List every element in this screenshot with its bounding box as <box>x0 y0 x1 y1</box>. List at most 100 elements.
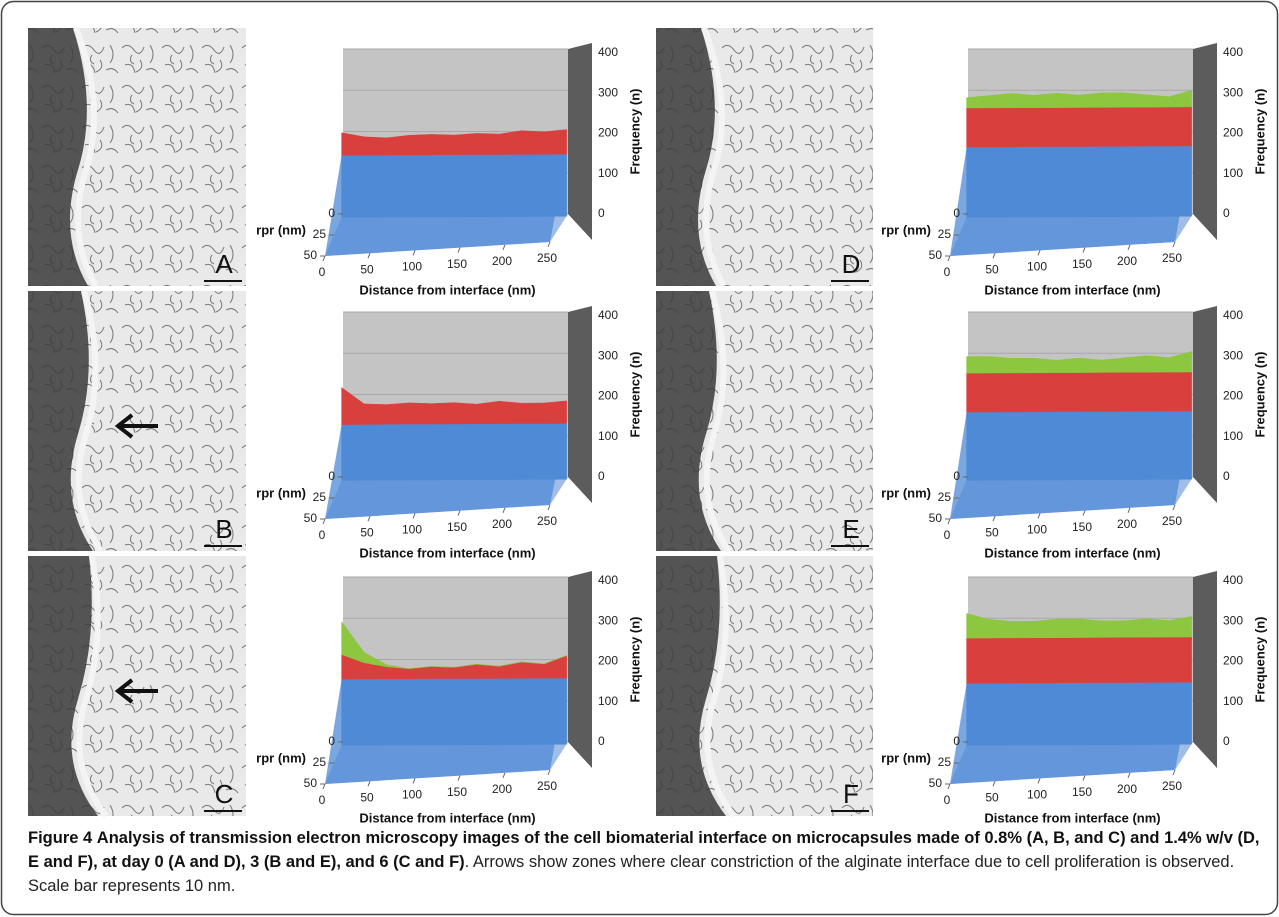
x-tick-label: 250 <box>1162 514 1182 528</box>
x-tick <box>322 255 326 262</box>
panel-letter: D <box>842 249 861 279</box>
y-tick-label: 100 <box>1223 429 1243 443</box>
y-tick-label: 200 <box>1223 654 1243 668</box>
interface <box>701 26 727 288</box>
x-tick <box>367 253 371 259</box>
z-axis-title: rpr (nm) <box>256 485 306 500</box>
z-axis-title: rpr (nm) <box>881 485 931 500</box>
x-tick <box>1172 769 1176 776</box>
y-tick-label: 300 <box>1223 613 1243 627</box>
x-tick-label: 50 <box>360 525 374 539</box>
y-tick-label: 300 <box>598 348 618 362</box>
caption: Figure 4 Analysis of transmission electr… <box>28 826 1260 898</box>
x-tick-label: 50 <box>985 790 999 804</box>
x-tick-label: 50 <box>360 262 374 276</box>
y-tick-label: 200 <box>1223 389 1243 403</box>
interface <box>703 290 732 553</box>
x-tick-label: 250 <box>537 251 557 265</box>
surface-layer <box>966 90 1192 109</box>
x-tick-label: 0 <box>319 265 326 279</box>
z-axis-title: rpr (nm) <box>256 750 306 765</box>
interface <box>73 26 99 288</box>
x-tick-label: 100 <box>1027 260 1047 274</box>
z-tick-label: 25 <box>938 755 952 769</box>
x-tick-label: 200 <box>1117 782 1137 796</box>
panel-letter: C <box>215 779 234 809</box>
x-tick <box>947 518 951 525</box>
y-tick-label: 0 <box>1223 734 1230 748</box>
x-tick <box>502 507 506 513</box>
x-tick <box>457 247 461 253</box>
y-tick-label: 300 <box>598 85 618 99</box>
x-tick-label: 50 <box>985 262 999 276</box>
y-tick-label: 400 <box>598 45 618 59</box>
x-tick <box>547 769 551 776</box>
side-wall <box>1193 43 1217 240</box>
z-axis-title: rpr (nm) <box>881 222 931 237</box>
x-tick <box>1127 244 1131 250</box>
x-tick-label: 200 <box>492 517 512 531</box>
front-slope <box>950 411 1192 519</box>
panel-letter: E <box>842 514 859 544</box>
y-axis-title: Frequency (n) <box>1252 89 1267 175</box>
surface-layer <box>966 351 1192 374</box>
interface <box>76 555 109 818</box>
z-tick-label: 25 <box>938 490 952 504</box>
cell-region <box>656 291 721 551</box>
z-axis-title: rpr (nm) <box>256 222 306 237</box>
x-tick <box>547 241 551 248</box>
x-tick <box>412 250 416 256</box>
y-tick-label: 200 <box>598 389 618 403</box>
x-tick-label: 150 <box>1072 257 1092 271</box>
y-tick-label: 300 <box>1223 348 1243 362</box>
surface-layer <box>966 613 1192 639</box>
x-axis-title: Distance from interface (nm) <box>984 545 1160 560</box>
front-slope <box>950 682 1192 784</box>
y-tick-label: 100 <box>598 429 618 443</box>
x-tick <box>1127 507 1131 513</box>
caption-label: Figure 4 <box>28 829 93 847</box>
y-tick-label: 100 <box>1223 694 1243 708</box>
x-tick-label: 250 <box>1162 251 1182 265</box>
x-tick-label: 200 <box>492 254 512 268</box>
y-tick-label: 0 <box>1223 206 1230 220</box>
surface-layer <box>966 636 1192 684</box>
x-tick-label: 150 <box>1072 785 1092 799</box>
x-tick <box>322 518 326 525</box>
arrow <box>114 678 158 704</box>
y-tick-label: 100 <box>1223 166 1243 180</box>
x-tick <box>947 255 951 262</box>
z-tick-label: 50 <box>929 248 943 262</box>
side-wall <box>568 306 592 503</box>
x-tick-label: 0 <box>944 793 951 807</box>
x-tick-label: 250 <box>537 779 557 793</box>
x-tick <box>1127 772 1131 778</box>
x-tick <box>992 253 996 259</box>
y-tick-label: 300 <box>598 613 618 627</box>
surface-layer <box>341 620 567 669</box>
y-tick-label: 400 <box>1223 45 1243 59</box>
side-wall <box>1193 306 1217 503</box>
front-slope <box>950 146 1192 256</box>
x-tick-label: 150 <box>447 257 467 271</box>
x-tick-label: 50 <box>985 525 999 539</box>
x-tick-label: 250 <box>537 514 557 528</box>
arrow <box>114 413 158 439</box>
z-tick-label: 0 <box>953 734 960 748</box>
x-axis-title: Distance from interface (nm) <box>984 282 1160 297</box>
cell-region <box>656 556 726 816</box>
y-tick-label: 100 <box>598 694 618 708</box>
x-tick <box>547 504 551 511</box>
x-tick <box>992 516 996 522</box>
x-tick <box>367 516 371 522</box>
cell-region <box>28 28 88 286</box>
cell-region <box>28 556 98 816</box>
x-tick <box>1037 513 1041 519</box>
x-tick-label: 150 <box>1072 520 1092 534</box>
x-tick-label: 100 <box>402 788 422 802</box>
x-tick <box>1037 778 1041 784</box>
caption-text: . Arrows show zones where clear constric… <box>28 853 1235 895</box>
z-tick-label: 0 <box>328 734 335 748</box>
